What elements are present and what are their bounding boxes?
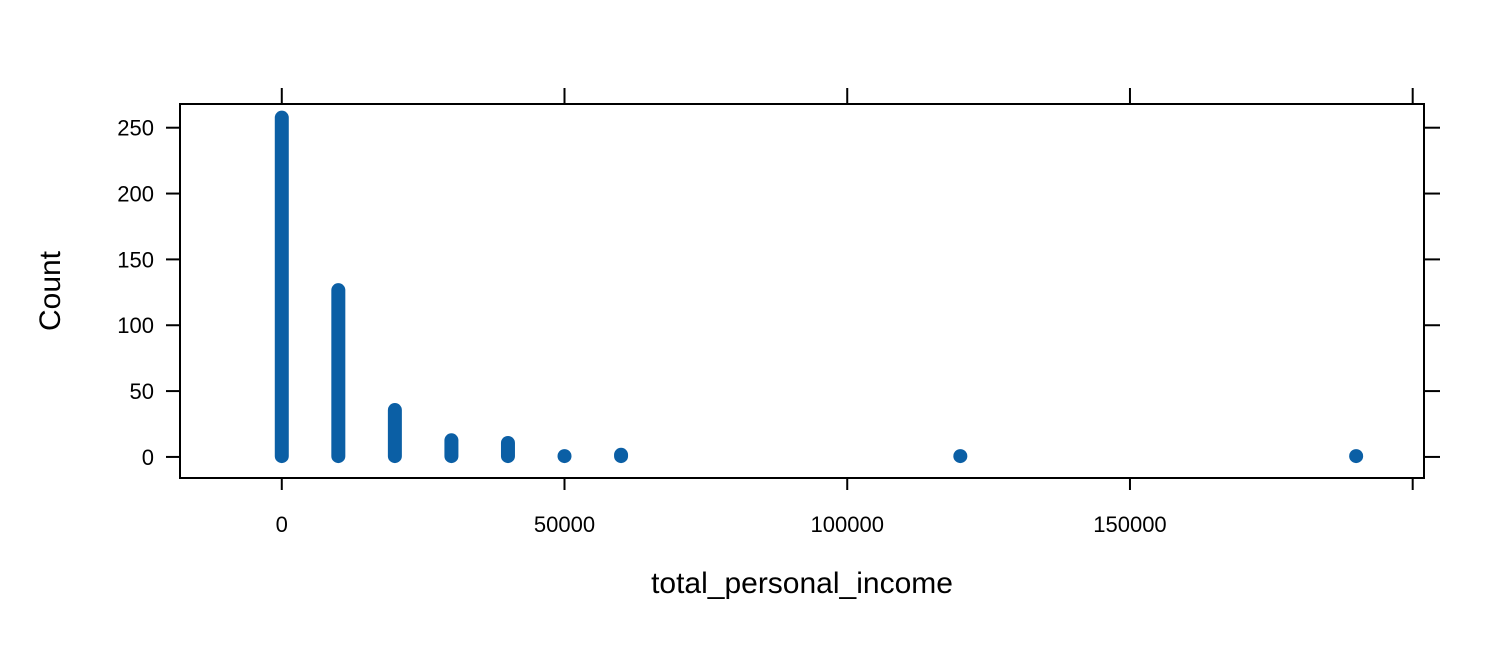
data-marks (274, 110, 1364, 464)
count-column (444, 433, 459, 464)
count-column (557, 449, 572, 464)
count-column (500, 435, 515, 464)
x-tick-label: 50000 (534, 512, 595, 537)
plot-frame (179, 103, 1425, 479)
y-tick-labels: 0 50 100 150 200 250 (117, 116, 154, 470)
x-tick-label: 150000 (1093, 512, 1166, 537)
y-tick-label: 200 (117, 182, 154, 207)
y-tick-label: 0 (142, 445, 154, 470)
x-tick-label: 100000 (811, 512, 884, 537)
y-tick-label: 150 (117, 247, 154, 272)
axis-ticks (166, 88, 1440, 490)
count-column (331, 283, 346, 464)
count-column (387, 403, 402, 464)
x-axis-title: total_personal_income (651, 567, 953, 600)
count-column (953, 449, 968, 464)
y-axis-title: Count (34, 250, 67, 331)
y-tick-label: 100 (117, 313, 154, 338)
y-tick-label: 50 (130, 379, 154, 404)
x-tick-label: 0 (276, 512, 288, 537)
y-tick-label: 250 (117, 116, 154, 141)
count-column (1349, 449, 1364, 464)
x-tick-labels: 0 50000 100000 150000 (276, 512, 1167, 537)
count-column (614, 447, 629, 464)
count-column (274, 110, 289, 464)
